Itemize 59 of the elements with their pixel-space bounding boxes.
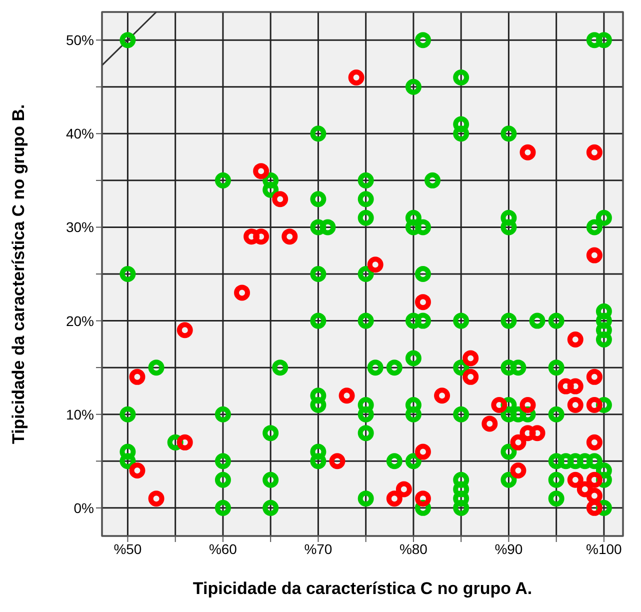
- point: [253, 228, 270, 245]
- point: [520, 425, 536, 442]
- y-tick-label: 50%: [66, 32, 94, 48]
- point: [482, 416, 498, 432]
- point: [586, 397, 602, 413]
- point: [586, 472, 602, 488]
- y-tick-label: 0%: [74, 500, 94, 516]
- point: [586, 247, 602, 264]
- point: [148, 490, 164, 507]
- point: [434, 388, 450, 404]
- point: [510, 462, 526, 478]
- point: [529, 425, 546, 442]
- point: [586, 368, 602, 385]
- point: [414, 444, 431, 460]
- point: [176, 434, 193, 450]
- point: [567, 378, 584, 394]
- point: [558, 378, 574, 394]
- point: [520, 144, 536, 160]
- point: [586, 488, 602, 504]
- point: [244, 228, 260, 245]
- x-axis-title: Tipicidade da característica C no grupo A.: [192, 579, 532, 598]
- y-tick-label: 30%: [66, 219, 94, 236]
- point: [520, 397, 536, 413]
- y-tick-label: 10%: [66, 406, 94, 422]
- x-tick-label: %60: [208, 540, 238, 557]
- x-tick-label: %70: [304, 540, 332, 557]
- point: [253, 163, 270, 180]
- point: [338, 388, 355, 404]
- y-tick-label: 20%: [66, 312, 94, 329]
- point: [129, 462, 146, 478]
- point: [282, 228, 298, 245]
- point: [367, 256, 384, 273]
- point: [462, 368, 479, 385]
- point: [567, 332, 584, 348]
- point: [414, 294, 431, 310]
- point: [414, 490, 431, 507]
- point: [348, 70, 364, 86]
- x-tick-label: %50: [114, 540, 142, 557]
- point: [586, 434, 602, 450]
- point: [129, 368, 146, 385]
- point: [586, 144, 602, 160]
- point: [491, 397, 508, 413]
- point: [329, 453, 346, 470]
- point: [567, 397, 584, 413]
- x-tick-label: %80: [399, 540, 428, 557]
- y-axis-title: Tipicidade da característica C no grupo B.: [9, 104, 28, 444]
- point: [234, 284, 250, 301]
- point: [586, 500, 602, 516]
- point: [576, 481, 593, 498]
- point: [396, 481, 412, 498]
- x-tick-label: %90: [494, 540, 523, 557]
- y-tick-label: 40%: [66, 126, 94, 142]
- x-tick-label: %100: [586, 540, 622, 557]
- point: [510, 434, 526, 450]
- point: [176, 322, 193, 338]
- point: [272, 191, 288, 208]
- point: [386, 490, 402, 507]
- point: [567, 472, 584, 488]
- point: [462, 350, 479, 366]
